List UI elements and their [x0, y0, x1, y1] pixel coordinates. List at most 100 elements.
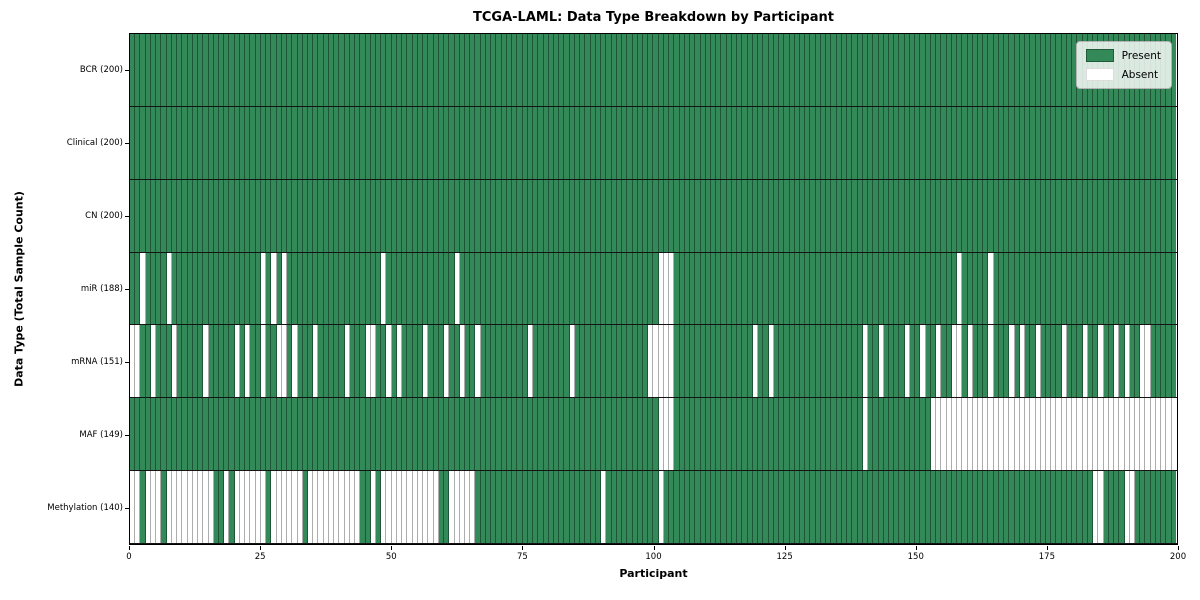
heatmap-cell [1030, 179, 1036, 252]
heatmap-cell [1093, 325, 1099, 398]
heatmap-cell [444, 325, 450, 398]
heatmap-cell [1025, 252, 1031, 325]
heatmap-cell [616, 34, 623, 106]
heatmap-cell [412, 398, 418, 471]
heatmap-cell [663, 325, 670, 398]
heatmap-cell [161, 252, 167, 325]
heatmap-cell [135, 34, 141, 106]
heatmap-cell [465, 325, 471, 398]
heatmap-cell [773, 106, 780, 179]
heatmap-cell [784, 34, 790, 106]
heatmap-cell [794, 398, 800, 471]
heatmap-cell [988, 398, 994, 471]
heatmap-cell [1025, 471, 1031, 544]
heatmap-cell [339, 325, 345, 398]
heatmap-cell [585, 471, 591, 544]
heatmap-cell [574, 179, 581, 252]
heatmap-cell [841, 179, 848, 252]
heatmap-cell [679, 179, 685, 252]
heatmap-cell [1035, 252, 1041, 325]
heatmap-cell [758, 325, 764, 398]
heatmap-cell [480, 471, 486, 544]
heatmap-cell [763, 179, 769, 252]
heatmap-cell [1155, 398, 1162, 471]
heatmap-cell [344, 471, 350, 544]
heatmap-cell [695, 471, 701, 544]
heatmap-cell [684, 179, 691, 252]
heatmap-cell [1124, 325, 1130, 398]
heatmap-cell [805, 325, 811, 398]
heatmap-cell [663, 34, 670, 106]
heatmap-cell [841, 34, 848, 106]
heatmap-cell [150, 34, 157, 106]
heatmap-cell [957, 34, 963, 106]
heatmap-cell [883, 179, 889, 252]
heatmap-cell [595, 398, 602, 471]
heatmap-cell [255, 398, 261, 471]
y-tick-label: MAF (149) [79, 430, 123, 441]
heatmap-cell [527, 106, 534, 179]
heatmap-cell [622, 252, 628, 325]
heatmap-cell [998, 34, 1005, 106]
heatmap-cell [412, 106, 418, 179]
heatmap-cell [1082, 106, 1088, 179]
heatmap-cell [632, 34, 638, 106]
heatmap-cell [349, 471, 356, 544]
heatmap-cell [574, 106, 581, 179]
heatmap-cell [836, 179, 842, 252]
heatmap-cell [726, 398, 732, 471]
heatmap-cell [506, 325, 513, 398]
heatmap-cell [449, 179, 455, 252]
heatmap-cell [826, 106, 832, 179]
heatmap-cell [292, 34, 298, 106]
heatmap-cell [789, 106, 795, 179]
heatmap-cell [711, 325, 717, 398]
heatmap-cell [313, 398, 319, 471]
heatmap-cell [941, 252, 947, 325]
heatmap-cell [972, 34, 978, 106]
heatmap-cell [779, 398, 785, 471]
heatmap-cell [888, 34, 895, 106]
heatmap-cell [266, 252, 272, 325]
heatmap-cell [459, 179, 465, 252]
heatmap-cell [904, 179, 910, 252]
heatmap-cell [1161, 252, 1167, 325]
heatmap-cell [930, 325, 937, 398]
heatmap-cell [763, 252, 769, 325]
heatmap-cell [527, 325, 534, 398]
heatmap-cell [355, 106, 361, 179]
heatmap-cell [721, 106, 727, 179]
heatmap-cell [1155, 106, 1162, 179]
heatmap-cell [695, 34, 701, 106]
heatmap-cell [130, 471, 136, 544]
heatmap-cell [731, 34, 738, 106]
heatmap-cell [690, 179, 696, 252]
heatmap-cell [909, 34, 916, 106]
heatmap-cell [742, 471, 748, 544]
heatmap-cell [543, 106, 549, 179]
heatmap-cell [731, 106, 738, 179]
heatmap-cell [1150, 252, 1156, 325]
heatmap-cell [857, 471, 863, 544]
heatmap-cell [878, 325, 884, 398]
heatmap-cell [977, 179, 984, 252]
heatmap-cell [705, 398, 712, 471]
heatmap-cell [386, 471, 392, 544]
heatmap-cell [1014, 179, 1020, 252]
heatmap-cell [318, 471, 324, 544]
heatmap-cell [140, 325, 146, 398]
heatmap-cell [245, 325, 251, 398]
heatmap-cell [852, 252, 858, 325]
heatmap-cell [171, 325, 178, 398]
heatmap-cell [297, 325, 303, 398]
heatmap-cell [930, 398, 937, 471]
heatmap-cell [773, 325, 780, 398]
heatmap-cell [820, 106, 827, 179]
heatmap-cell [998, 471, 1005, 544]
heatmap-cell [841, 252, 848, 325]
heatmap-cell [669, 398, 675, 471]
heatmap-cell [1129, 252, 1135, 325]
heatmap-cell [517, 179, 523, 252]
heatmap-cell [1098, 179, 1104, 252]
heatmap-cell [721, 34, 727, 106]
